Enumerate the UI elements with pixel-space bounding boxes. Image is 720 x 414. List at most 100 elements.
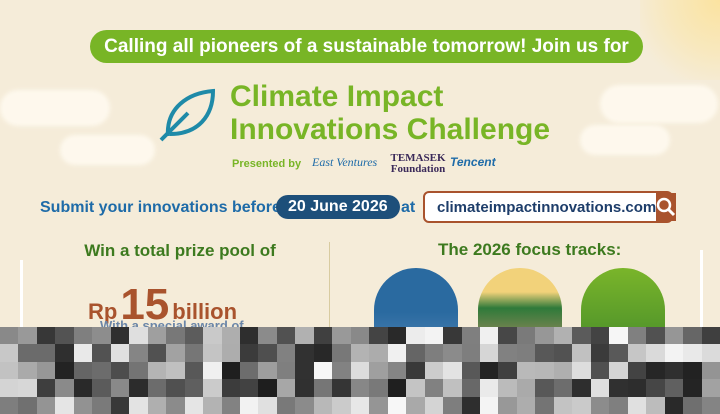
- mosaic-cell: [701, 396, 720, 414]
- mosaic-cell: [590, 396, 610, 414]
- mosaic-cell: [350, 396, 370, 414]
- invitation-banner: Calling all pioneers of a sustainable to…: [90, 30, 643, 63]
- mosaic-cell: [609, 344, 628, 362]
- mosaic-cell: [424, 396, 444, 414]
- mosaic-cell: [572, 344, 591, 362]
- mosaic-cell: [221, 361, 240, 380]
- mosaic-cell: [332, 379, 351, 397]
- mosaic-cell: [406, 344, 425, 362]
- mosaic-cell: [129, 396, 148, 414]
- mosaic-cell: [166, 379, 185, 397]
- prize-number: 15: [120, 280, 170, 329]
- title-line-2: Innovations Challenge: [230, 113, 551, 146]
- mosaic-cell: [73, 379, 93, 397]
- mosaic-cell: [313, 396, 333, 414]
- mosaic-cell: [664, 379, 684, 397]
- mosaic-cell: [461, 344, 480, 362]
- mosaic-cell: [0, 396, 19, 414]
- mosaic-cell: [295, 327, 314, 345]
- website-search-box[interactable]: climateimpactinnovations.com: [423, 191, 677, 223]
- mosaic-cell: [664, 327, 684, 345]
- mosaic-cell: [221, 327, 240, 345]
- mosaic-cell: [239, 327, 259, 345]
- sun-glow: [640, 0, 720, 80]
- mosaic-cell: [627, 361, 647, 380]
- mosaic-cell: [129, 344, 148, 362]
- mosaic-cell: [166, 344, 185, 362]
- mosaic-cell: [73, 344, 93, 362]
- mosaic-cell: [683, 396, 702, 414]
- mosaic-cell: [590, 361, 610, 380]
- sponsor-temasek-logo: TEMASEK Foundation: [390, 152, 446, 175]
- prize-heading: Win a total prize pool of: [84, 241, 276, 260]
- mosaic-cell: [0, 344, 19, 362]
- mosaic-cell: [572, 396, 591, 414]
- mosaic-cell: [443, 379, 462, 397]
- mosaic-cell: [461, 361, 480, 380]
- mosaic-cell: [110, 344, 130, 362]
- mosaic-cell: [295, 379, 314, 397]
- mosaic-cell: [166, 327, 185, 345]
- mosaic-cell: [590, 379, 610, 397]
- mosaic-cell: [184, 327, 204, 345]
- page-title: Climate Impact Innovations Challenge: [230, 80, 550, 146]
- mosaic-cell: [129, 361, 148, 380]
- mosaic-cell: [553, 361, 573, 380]
- cloud: [60, 135, 155, 165]
- mosaic-cell: [516, 344, 536, 362]
- mosaic-cell: [369, 344, 388, 362]
- mosaic-cell: [0, 379, 19, 397]
- mosaic-cell: [664, 344, 684, 362]
- mosaic-cell: [110, 361, 130, 380]
- mosaic-cell: [535, 344, 554, 362]
- mosaic-cell: [443, 361, 462, 380]
- mosaic-cell: [313, 327, 333, 345]
- mosaic-cell: [516, 327, 536, 345]
- mosaic-cell: [683, 379, 702, 397]
- mosaic-cell: [590, 344, 610, 362]
- mosaic-cell: [701, 379, 720, 397]
- mosaic-cell: [221, 396, 240, 414]
- mosaic-cell: [73, 396, 93, 414]
- mosaic-cell: [313, 361, 333, 380]
- mosaic-cell: [239, 344, 259, 362]
- sponsor-east-ventures-logo: East Ventures: [312, 155, 378, 169]
- tracks-heading: The 2026 focus tracks:: [438, 240, 622, 259]
- prize-amount: Rp 15 billion: [88, 280, 237, 330]
- mosaic-cell: [535, 379, 554, 397]
- mosaic-cell: [406, 327, 425, 345]
- mosaic-cell: [55, 396, 74, 414]
- mosaic-cell: [553, 344, 573, 362]
- presented-by-label: Presented by: [232, 158, 302, 170]
- mosaic-cell: [387, 361, 407, 380]
- mosaic-cell: [683, 327, 702, 345]
- mosaic-cell: [461, 379, 480, 397]
- mosaic-cell: [461, 327, 480, 345]
- mosaic-cell: [147, 344, 167, 362]
- mosaic-cell: [479, 344, 499, 362]
- mosaic-cell: [55, 361, 74, 380]
- mosaic-cell: [0, 327, 19, 345]
- mosaic-cell: [701, 361, 720, 380]
- mosaic-cell: [443, 396, 462, 414]
- title-line-1: Climate Impact: [230, 80, 444, 113]
- mosaic-cell: [184, 379, 204, 397]
- prize-currency: Rp: [88, 299, 118, 324]
- mosaic-cell: [239, 379, 259, 397]
- mosaic-cell: [683, 361, 702, 380]
- mosaic-cell: [147, 396, 167, 414]
- website-url[interactable]: climateimpactinnovations.com: [437, 198, 657, 216]
- mosaic-cell: [129, 327, 148, 345]
- mosaic-cell: [18, 361, 37, 380]
- mosaic-cell: [276, 379, 296, 397]
- search-button[interactable]: [656, 193, 677, 221]
- mosaic-cell: [369, 361, 388, 380]
- sponsor-tencent-logo: Tencent: [450, 155, 496, 169]
- mosaic-cell: [203, 396, 222, 414]
- mosaic-cell: [498, 361, 517, 380]
- mosaic-cell: [18, 379, 37, 397]
- mosaic-cell: [572, 327, 591, 345]
- mosaic-cell: [36, 327, 56, 345]
- mosaic-cell: [36, 379, 56, 397]
- mosaic-cell: [369, 327, 388, 345]
